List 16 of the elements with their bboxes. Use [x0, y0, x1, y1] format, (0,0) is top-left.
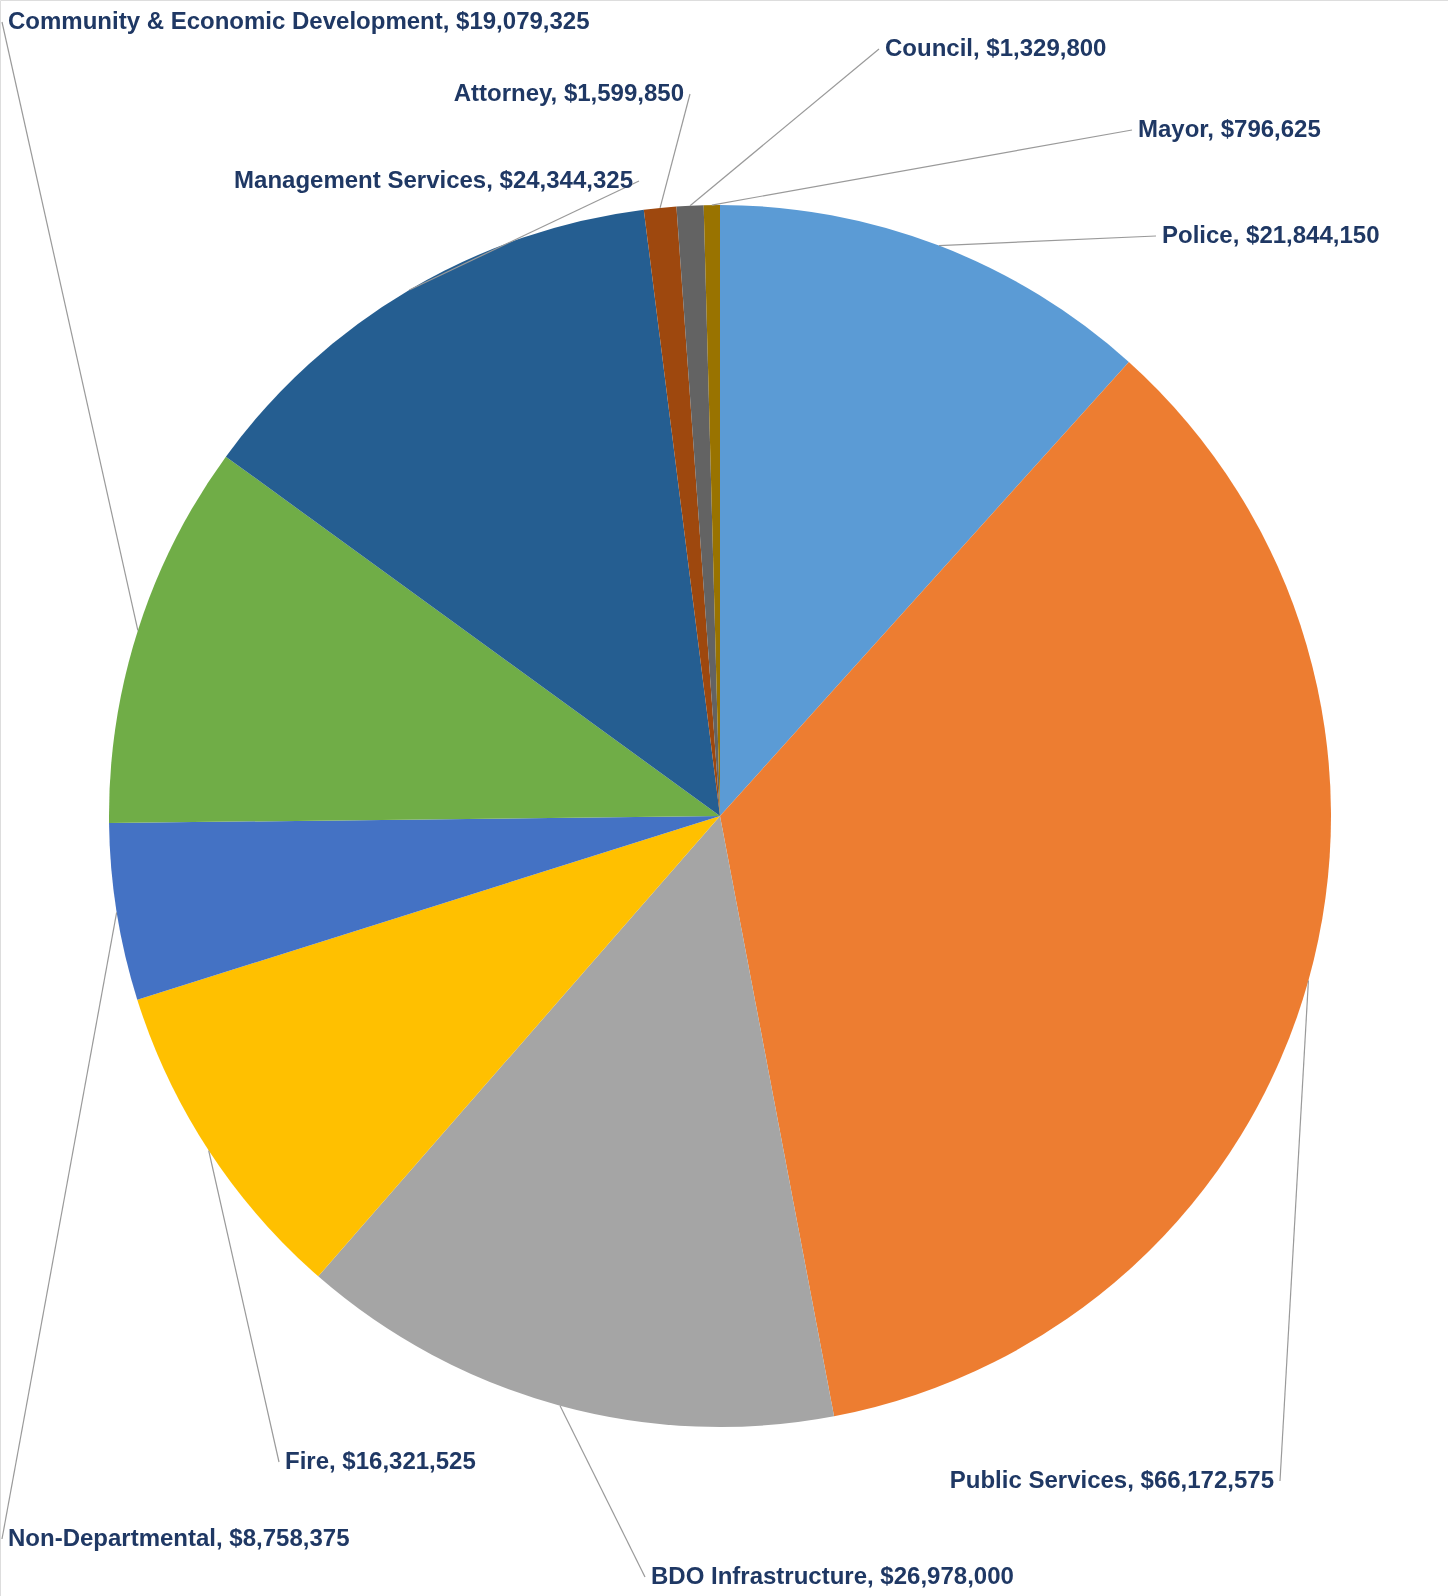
slice-label: Mayor, $796,625: [1138, 115, 1321, 142]
slice-label: Fire, $16,321,525: [285, 1447, 476, 1474]
slice-label: Council, $1,329,800: [885, 34, 1107, 61]
slice-label: Management Services, $24,344,325: [234, 166, 633, 193]
pie-slice: [109, 456, 720, 824]
pie-slice: [720, 205, 1129, 816]
slice-label: Community & Economic Development, $19,079,325: [8, 7, 590, 34]
pie-slice: [137, 816, 720, 1277]
slice-label: Police, $21,844,150: [1162, 221, 1380, 248]
slice-label: BDO Infrastructure, $26,978,000: [651, 1562, 1014, 1589]
slice-label: Non-Departmental, $8,758,375: [8, 1524, 350, 1551]
pie-slice: [109, 816, 720, 1000]
pie-slice: [225, 209, 720, 816]
pie-slice: [720, 361, 1331, 1417]
slice-label: Attorney, $1,599,850: [453, 79, 684, 106]
slice-label: Public Services, $66,172,575: [949, 1466, 1274, 1493]
